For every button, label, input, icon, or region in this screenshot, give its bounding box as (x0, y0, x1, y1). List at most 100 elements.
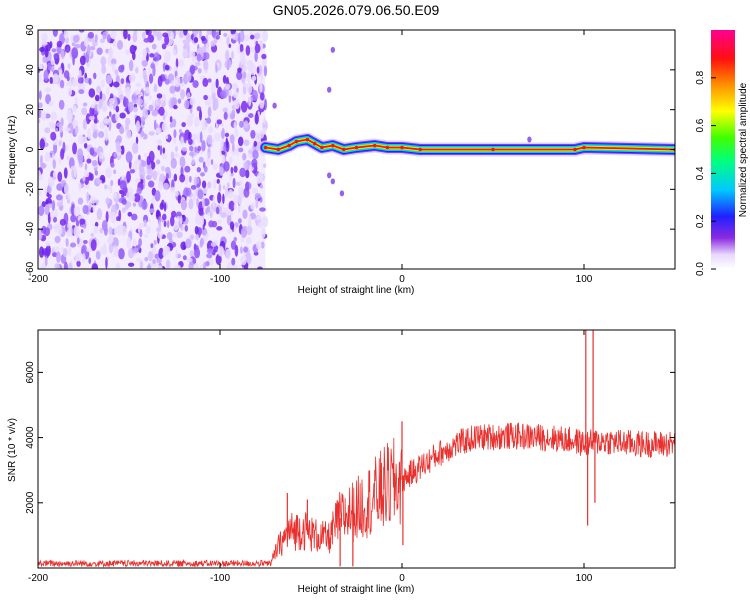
noise-blob (131, 93, 138, 104)
noise-blob (162, 62, 166, 73)
noise-blob (122, 97, 129, 108)
noise-blob (246, 253, 252, 265)
noise-blob (223, 142, 227, 153)
stray-blob (327, 172, 332, 179)
noise-blob (78, 181, 82, 192)
noise-blob (237, 193, 243, 205)
noise-blob (225, 208, 232, 216)
ridge-point (320, 145, 324, 150)
noise-blob (99, 227, 104, 234)
noise-blob (199, 131, 203, 144)
noise-blob (48, 100, 54, 107)
noise-blob (237, 67, 242, 73)
noise-blob (197, 132, 201, 144)
noise-blob (250, 202, 255, 210)
noise-blob (192, 80, 199, 88)
noise-blob (141, 60, 148, 67)
noise-blob (191, 158, 196, 166)
noise-blob (229, 221, 235, 230)
noise-blob (170, 31, 175, 40)
noise-blob (83, 37, 89, 47)
noise-blob (220, 212, 227, 218)
noise-blob (197, 189, 204, 200)
noise-blob (173, 173, 178, 182)
noise-blob (243, 82, 248, 88)
noise-blob (58, 69, 63, 76)
noise-blob (234, 244, 239, 257)
noise-blob (259, 207, 266, 212)
ridge-point (573, 147, 577, 152)
noise-blob (136, 98, 143, 106)
noise-blob (132, 142, 139, 154)
noise-blob (208, 126, 213, 133)
noise-blob (228, 189, 234, 199)
noise-blob (215, 31, 221, 36)
noise-blob (110, 162, 115, 168)
noise-blob (110, 30, 117, 40)
noise-blob (194, 116, 200, 128)
noise-blob (199, 238, 203, 248)
noise-blob (231, 257, 236, 266)
noise-blob (72, 105, 77, 113)
noise-blob (230, 166, 234, 174)
noise-blob (149, 94, 152, 100)
noise-blob (233, 165, 238, 173)
noise-blob (260, 241, 265, 249)
colorbar: 0.0 0.2 0.4 0.6 0.8 Normalized spectral ampl… (695, 30, 749, 276)
noise-blob (261, 58, 265, 69)
noise-blob (39, 47, 45, 53)
noise-blob (220, 90, 227, 99)
noise-blob (88, 257, 92, 265)
noise-blob (240, 57, 247, 65)
noise-blob (67, 87, 73, 97)
noise-blob (38, 169, 42, 181)
noise-blob (184, 224, 188, 232)
noise-blob (77, 197, 84, 205)
noise-blob (169, 215, 175, 227)
noise-blob (91, 123, 98, 129)
noise-blob (100, 56, 107, 66)
noise-blob (93, 225, 99, 235)
noise-blob (54, 263, 60, 269)
ridge-point (418, 147, 423, 152)
noise-blob (51, 48, 57, 53)
noise-blob (52, 73, 59, 85)
stray-blob (272, 102, 277, 109)
noise-blob (256, 179, 262, 184)
noise-blob (205, 260, 210, 267)
noise-blob (126, 192, 130, 198)
noise-blob (104, 130, 109, 142)
noise-blob (206, 248, 214, 254)
noise-blob (192, 194, 196, 205)
noise-blob (164, 50, 171, 63)
noise-blob (201, 227, 208, 236)
noise-blob (239, 167, 247, 178)
noise-blob (96, 47, 103, 56)
noise-blob (188, 145, 194, 152)
noise-blob (77, 134, 84, 145)
noise-blob (249, 46, 256, 53)
noise-blob (203, 52, 210, 60)
noise-blob (195, 214, 202, 225)
colorbar-tick-label: 0.8 (695, 70, 706, 84)
noise-blob (147, 168, 150, 175)
noise-blob (47, 194, 52, 199)
noise-blob (59, 218, 66, 226)
noise-blob (264, 56, 267, 66)
noise-blob (128, 73, 136, 83)
noise-blob (185, 238, 192, 249)
noise-blob (138, 222, 146, 229)
noise-blob (162, 147, 166, 154)
noise-blob (116, 135, 123, 143)
noise-blob (136, 187, 142, 195)
noise-blob (233, 121, 237, 130)
noise-blob (164, 166, 171, 174)
noise-blob (201, 180, 207, 189)
noise-blob (203, 165, 208, 173)
noise-blob (109, 187, 113, 194)
noise-blob (38, 73, 42, 84)
colorbar-tick-label: 0.2 (695, 214, 706, 228)
noise-blob (184, 165, 191, 173)
noise-blob (181, 121, 186, 128)
noise-blob (240, 100, 248, 113)
